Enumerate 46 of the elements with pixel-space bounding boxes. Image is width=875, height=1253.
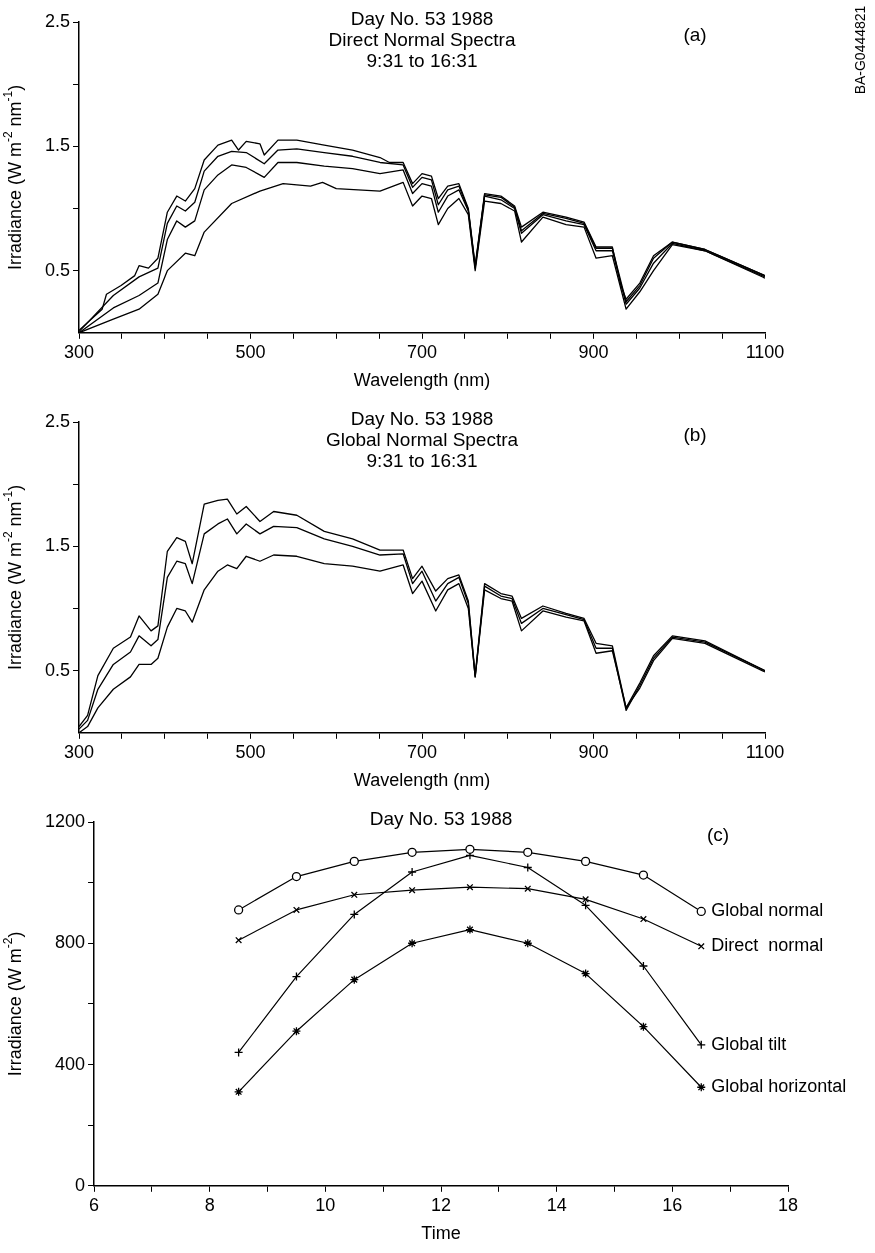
y-tick-label: 1200 [45,810,86,831]
text: BA-G0444821 [851,5,868,95]
y-tick-label: 0 [75,1174,86,1195]
y-axis-title: Irradiance (W m-2) [1,931,25,1077]
x-tick-label: 500 [235,741,266,762]
y-axis-title: Irradiance (W m-2 nm-1) [1,484,25,671]
chart-title: Day No. 53 1988 [350,407,494,429]
x-axis-title: Wavelength (nm) [353,370,491,391]
y-tick-label: 1.5 [44,535,71,556]
x-axis-title: Time [421,1223,461,1244]
y-tick-label: 800 [55,932,86,953]
y-tick-label: 0.5 [44,659,71,680]
series-label: Global horizontal [711,1076,847,1097]
y-tick-label: 400 [55,1053,86,1074]
chart-title: Day No. 53 1988 [369,807,513,829]
text: Direct Normal Spectra 9:31 to 16:31 [328,28,516,71]
x-tick-label: 300 [64,741,95,762]
x-tick-label: 1100 [745,341,785,362]
x-tick-label: 14 [546,1194,567,1215]
x-tick-label: 18 [777,1194,799,1215]
x-tick-label: 16 [662,1194,683,1215]
x-axis-title: Wavelength (nm) [353,770,491,791]
x-tick-label: 10 [315,1194,336,1215]
series-label: Global tilt [711,1033,787,1054]
x-tick-label: 12 [431,1194,452,1215]
x-tick-label: 500 [235,341,266,362]
text: Global Normal Spectra 9:31 to 16:31 [325,428,519,471]
y-tick-label: 2.5 [44,10,71,31]
annotation: (c) [706,823,730,845]
annotation: (a) [683,23,707,45]
x-tick-label: 700 [406,741,438,762]
x-tick-label: 900 [578,741,609,762]
x-tick-label: 700 [406,341,438,362]
y-tick-label: 2.5 [44,410,71,431]
y-axis-title: Irradiance (W m-2 nm-1) [1,84,25,271]
x-tick-label: 6 [89,1194,100,1215]
annotation: (b) [683,423,707,445]
y-tick-label: 1.5 [44,135,71,156]
series-label: Global normal [711,900,824,921]
x-tick-label: 8 [204,1194,215,1215]
series-label: Direct normal [711,935,824,956]
chart-title: Day No. 53 1988 [350,7,494,29]
x-tick-label: 900 [578,341,609,362]
x-tick-label: 1100 [745,741,785,762]
x-tick-label: 300 [64,341,95,362]
y-tick-label: 0.5 [44,259,71,280]
